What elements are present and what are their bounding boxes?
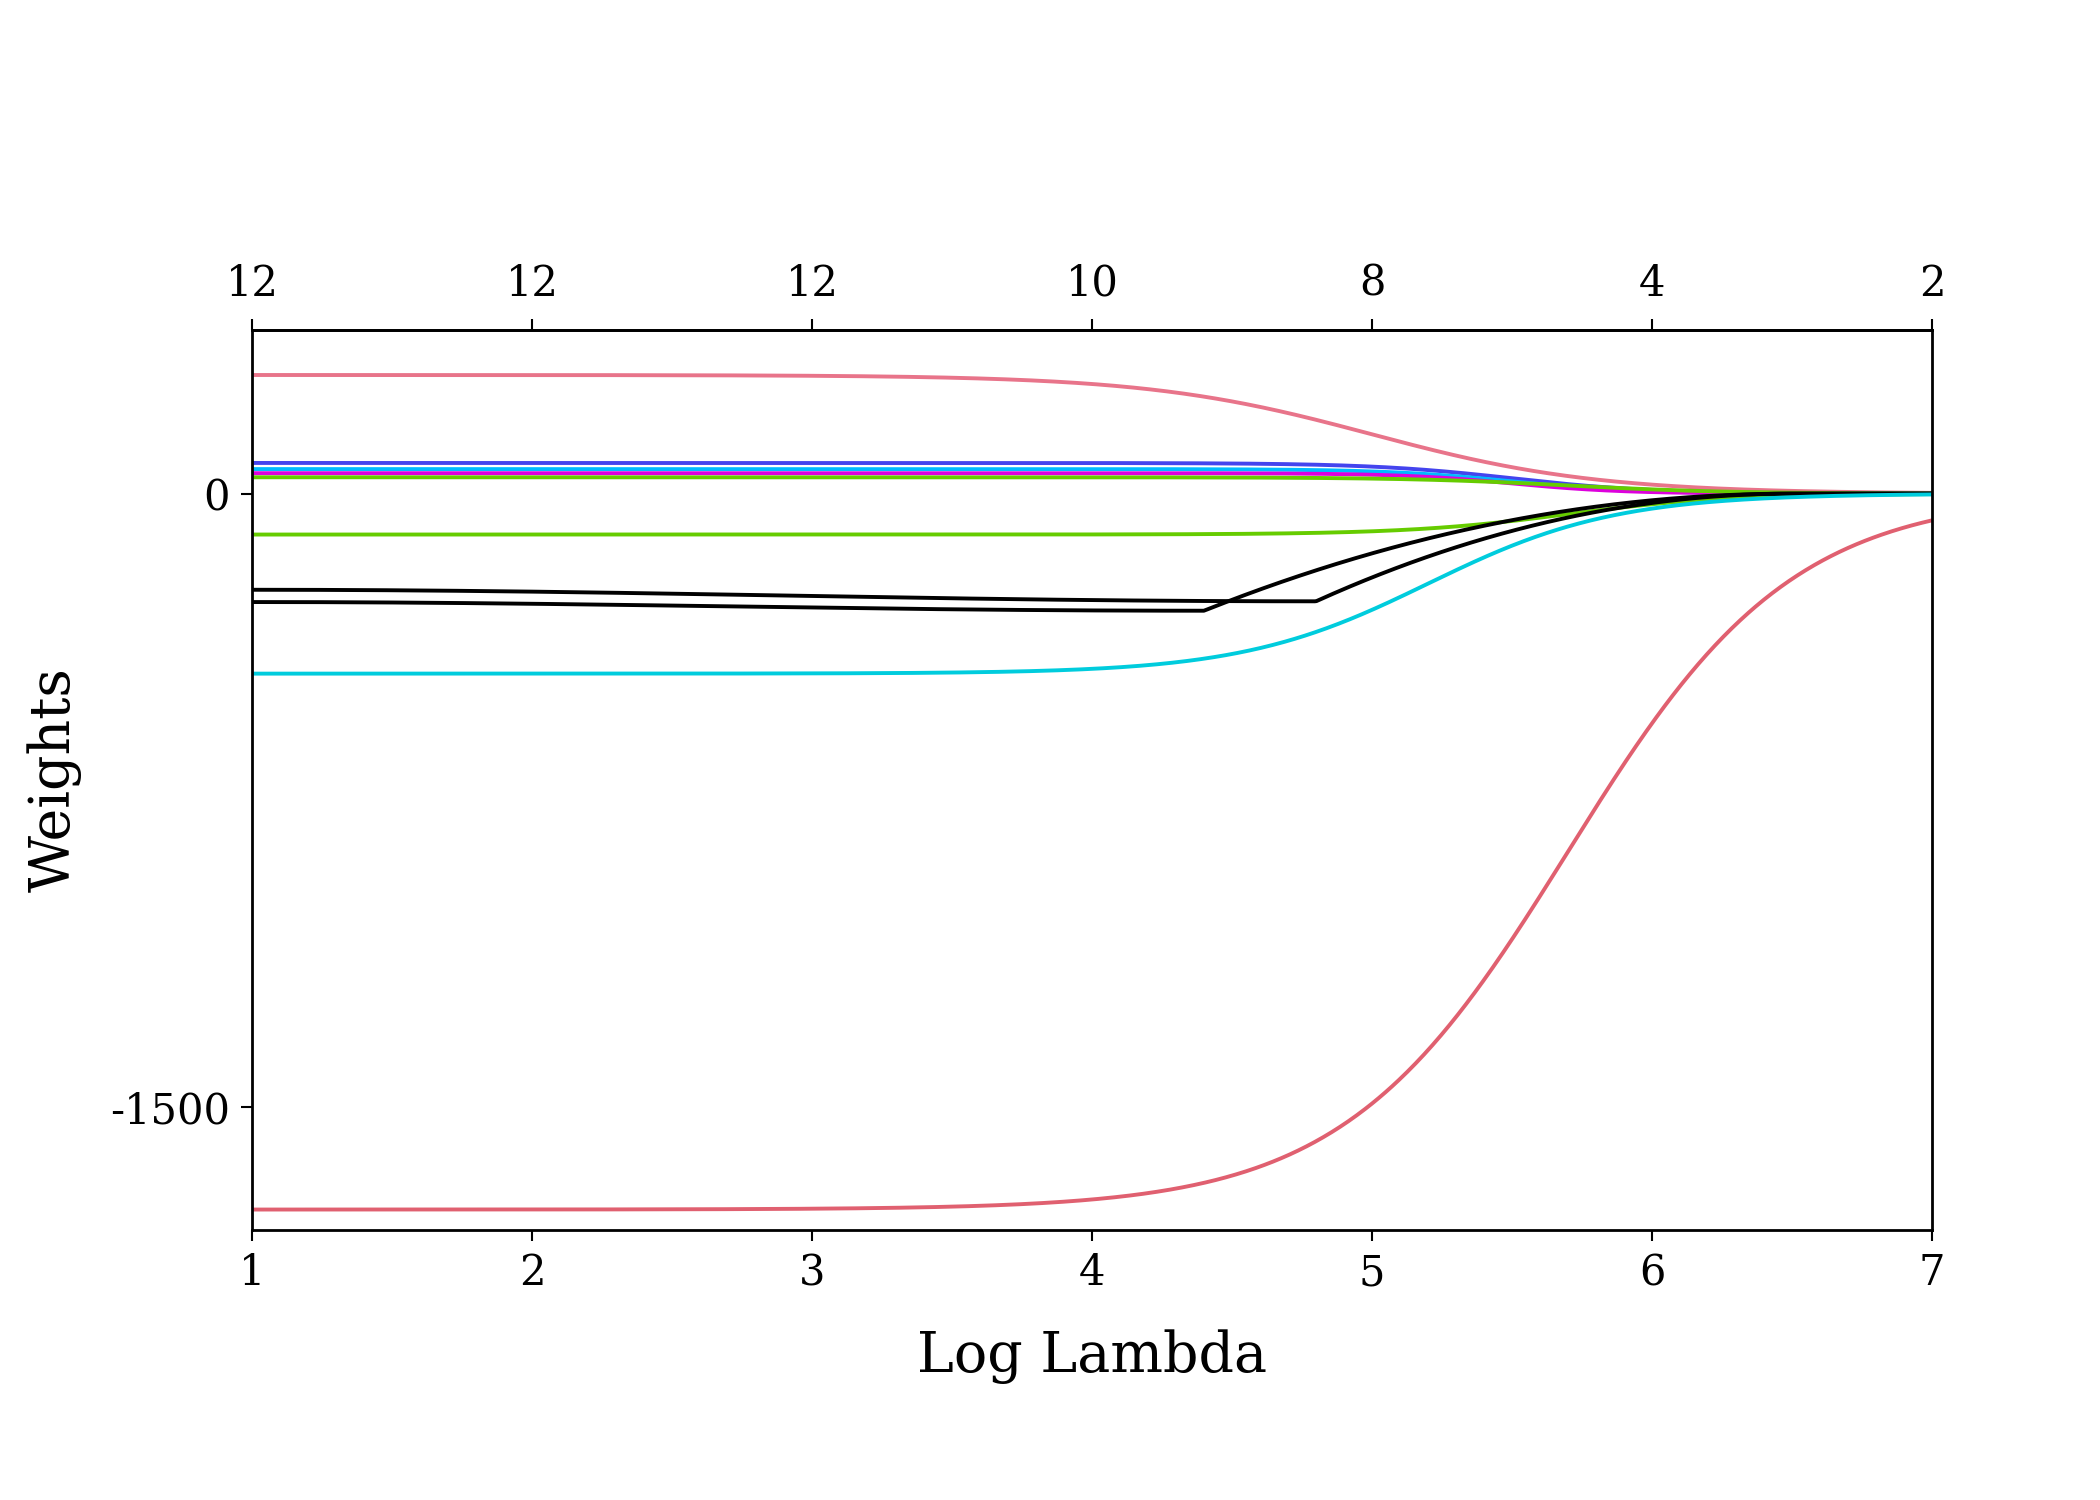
Y-axis label: Weights: Weights [27,668,82,892]
X-axis label: Log Lambda: Log Lambda [918,1329,1266,1383]
